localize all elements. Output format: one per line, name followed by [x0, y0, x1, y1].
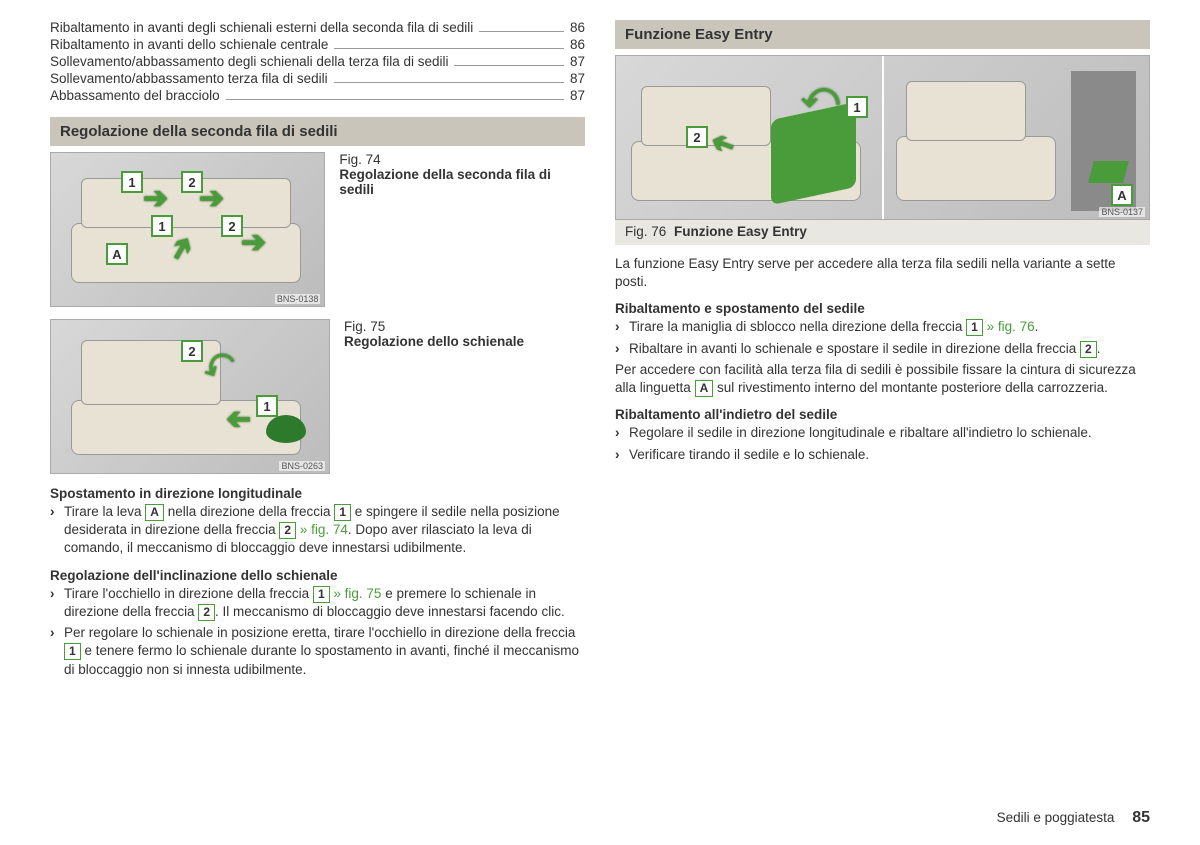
ref-box-1: 1: [313, 586, 330, 603]
figure-74-block: A 1 2 1 2 ➔ ➔ ➔ ➔ BNS-0138 Fig. 74 Regol…: [50, 152, 585, 307]
toc-row: Ribaltamento in avanti dello schienale c…: [50, 37, 585, 52]
toc-label: Sollevamento/abbassamento degli schienal…: [50, 54, 448, 69]
toc-page: 86: [570, 20, 585, 35]
ref-box-1: 1: [966, 319, 983, 336]
callout-1: 1: [256, 395, 278, 417]
toc-label: Ribaltamento in avanti degli schienali e…: [50, 20, 473, 35]
toc-label: Abbassamento del bracciolo: [50, 88, 220, 103]
sub-heading: Regolazione dell'inclinazione dello schi…: [50, 568, 585, 583]
callout-A: A: [106, 243, 128, 265]
toc-list: Ribaltamento in avanti degli schienali e…: [50, 20, 585, 103]
toc-leader: [226, 99, 564, 100]
figure-74-caption: Fig. 74 Regolazione della seconda fila d…: [339, 152, 585, 307]
toc-row: Sollevamento/abbassamento terza fila di …: [50, 71, 585, 86]
callout-2: 2: [686, 126, 708, 148]
toc-row: Abbassamento del bracciolo 87: [50, 88, 585, 103]
page-columns: Ribaltamento in avanti degli schienali e…: [50, 20, 1150, 682]
toc-row: Ribaltamento in avanti degli schienali e…: [50, 20, 585, 35]
toc-page: 87: [570, 71, 585, 86]
figure-76-image: 1 2 ⤺ ➔ A BNS-0137: [615, 55, 1150, 220]
ref-box-1: 1: [334, 504, 351, 521]
toc-label: Sollevamento/abbassamento terza fila di …: [50, 71, 328, 86]
bullet-item: Ribaltare in avanti lo schienale e spost…: [615, 340, 1150, 358]
figure-74-image: A 1 2 1 2 ➔ ➔ ➔ ➔ BNS-0138: [50, 152, 325, 307]
image-code: BNS-0137: [1099, 207, 1145, 217]
ref-box-1: 1: [64, 643, 81, 660]
sub-heading: Spostamento in direzione longitudinale: [50, 486, 585, 501]
figure-75-caption: Fig. 75 Regolazione dello schienale: [344, 319, 524, 474]
left-column: Ribaltamento in avanti degli schienali e…: [50, 20, 585, 682]
toc-page: 86: [570, 37, 585, 52]
footer-page-number: 85: [1132, 809, 1150, 826]
toc-row: Sollevamento/abbassamento degli schienal…: [50, 54, 585, 69]
ref-box-2: 2: [198, 604, 215, 621]
bullet-item: Regolare il sedile in direzione longitud…: [615, 424, 1150, 442]
bullet-item: Tirare la leva A nella direzione della f…: [50, 503, 585, 558]
callout-2: 2: [221, 215, 243, 237]
bullet-item: Tirare la maniglia di sblocco nella dire…: [615, 318, 1150, 336]
body-paragraph: Per accedere con facilità alla terza fil…: [615, 361, 1150, 397]
ref-box-2: 2: [1080, 341, 1097, 358]
callout-A: A: [1111, 184, 1133, 206]
sub-heading: Ribaltamento all'indietro del sedile: [615, 407, 1150, 422]
footer-section: Sedili e poggiatesta: [997, 810, 1115, 825]
section-header-left: Regolazione della seconda fila di sedili: [50, 117, 585, 146]
figure-75-image: 2 1 ⤺ ➔ BNS-0263: [50, 319, 330, 474]
toc-label: Ribaltamento in avanti dello schienale c…: [50, 37, 328, 52]
figure-76-caption: Fig. 76 Funzione Easy Entry: [615, 218, 1150, 245]
toc-page: 87: [570, 88, 585, 103]
bullet-item: Verificare tirando il sedile e lo schien…: [615, 446, 1150, 464]
fig-ref: » fig. 75: [330, 586, 382, 601]
image-code: BNS-0263: [279, 461, 325, 471]
right-column: Funzione Easy Entry 1 2 ⤺ ➔ A BNS-0137 F…: [615, 20, 1150, 682]
toc-page: 87: [570, 54, 585, 69]
image-code: BNS-0138: [275, 294, 321, 304]
callout-1: 1: [846, 96, 868, 118]
page-footer: Sedili e poggiatesta 85: [997, 809, 1150, 827]
fig-ref: » fig. 74: [296, 522, 348, 537]
toc-leader: [479, 31, 564, 32]
ref-box-2: 2: [279, 522, 296, 539]
bullet-item: Tirare l'occhiello in direzione della fr…: [50, 585, 585, 621]
fig-ref: » fig. 76: [983, 319, 1035, 334]
toc-leader: [334, 48, 564, 49]
section-header-right: Funzione Easy Entry: [615, 20, 1150, 49]
callout-1: 1: [121, 171, 143, 193]
toc-leader: [454, 65, 563, 66]
sub-heading: Ribaltamento e spostamento del sedile: [615, 301, 1150, 316]
toc-leader: [334, 82, 564, 83]
figure-75-block: 2 1 ⤺ ➔ BNS-0263 Fig. 75 Regolazione del…: [50, 319, 585, 474]
bullet-item: Per regolare lo schienale in posizione e…: [50, 624, 585, 679]
ref-box-A: A: [695, 380, 714, 397]
body-paragraph: La funzione Easy Entry serve per acceder…: [615, 255, 1150, 291]
ref-box-A: A: [145, 504, 164, 521]
